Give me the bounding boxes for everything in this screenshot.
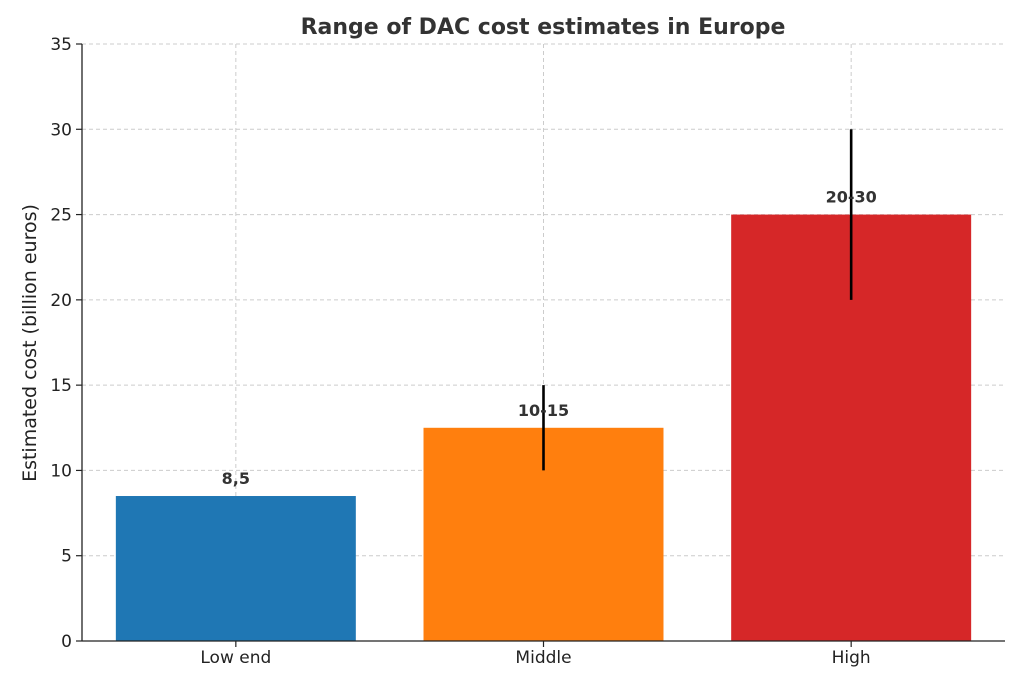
labels: 0 5 10 15 20 25 30 35 Low end Middle High 8,5 10-15 2… (50, 35, 876, 668)
y-tick-label: 5 (61, 547, 72, 567)
x-tick-label: Low end (200, 648, 271, 668)
y-tick-label: 30 (50, 120, 72, 140)
y-tick-label: 0 (61, 632, 72, 652)
bars (115, 129, 972, 642)
bar-low-end (115, 496, 356, 641)
y-tick-label: 15 (50, 376, 72, 396)
data-label: 20-30 (826, 188, 877, 207)
y-axis-label: Estimated cost (billion euros) (19, 204, 41, 482)
y-tick-label: 35 (50, 35, 72, 55)
x-tick-label: Middle (515, 648, 571, 668)
y-tick-label: 20 (50, 291, 72, 311)
axes (76, 43, 1005, 647)
y-tick-label: 25 (50, 206, 72, 226)
chart-title: Range of DAC cost estimates in Europe (301, 15, 786, 40)
data-label: 10-15 (518, 401, 569, 420)
data-label: 8,5 (222, 469, 250, 488)
y-tick-label: 10 (50, 461, 72, 481)
x-tick-label: High (832, 648, 871, 668)
